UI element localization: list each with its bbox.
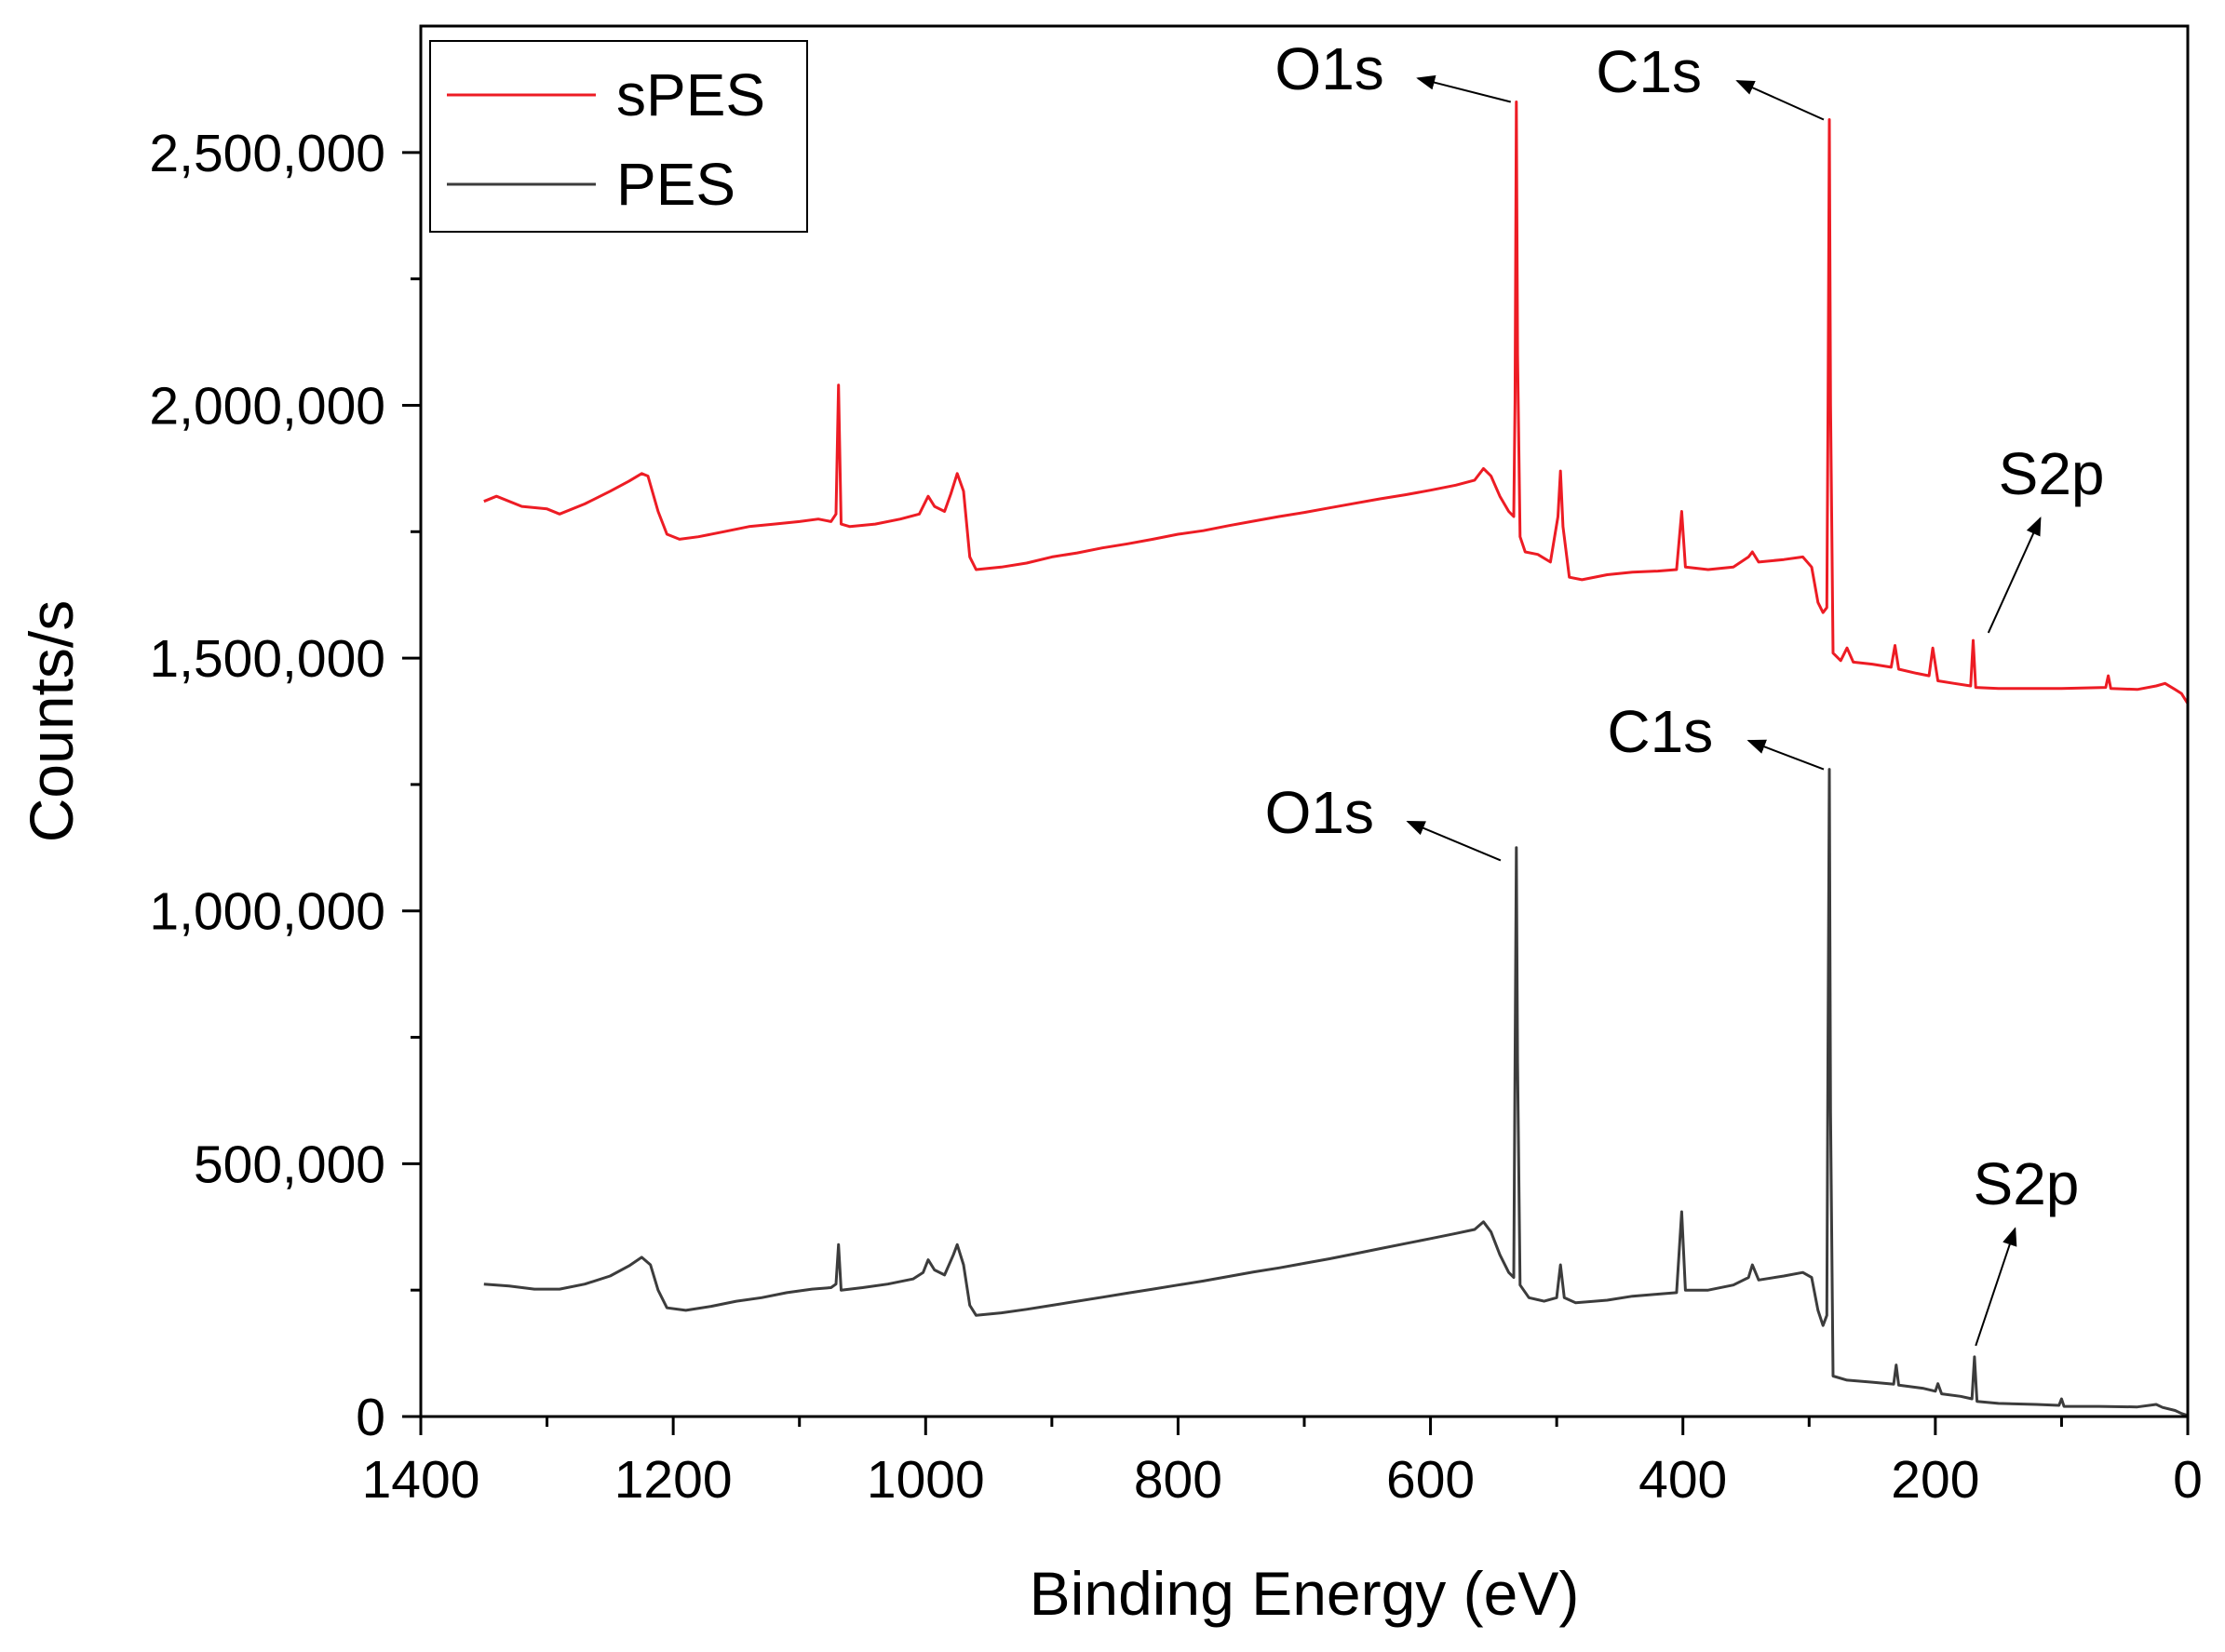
peak-label-s2p: S2p [1974,1150,2080,1217]
y-tick-label: 0 [356,1388,385,1447]
y-axis-title: Counts/s [17,600,86,842]
peak-label-s2p: S2p [1999,440,2105,507]
peak-arrow-c1s [1746,739,1825,771]
x-tick-label: 800 [1134,1450,1222,1510]
peak-label-c1s: C1s [1607,698,1713,765]
peak-arrow-c1s [1735,79,1825,121]
y-tick-label: 2,500,000 [149,124,385,183]
series-layer [483,101,2190,1417]
y-tick-label: 1,500,000 [149,629,385,689]
axes-layer: 1400 1200 1000 800 600 400 200 0 0 500,000 1,000,0… [149,124,2202,1510]
x-tick-label: 200 [1891,1450,1979,1510]
x-tick-label: 1200 [614,1450,733,1510]
legend-label-spes: sPES [616,61,765,128]
y-tick-label: 1,000,000 [149,882,385,942]
legend-box [429,40,808,233]
x-tick-label: 0 [2173,1450,2203,1510]
legend: sPES PES [429,40,808,233]
annotations-layer: O1s C1s S2p C1s O1s S2p [1265,35,2105,1347]
peak-arrow-s2p [1975,1227,2017,1347]
x-tick-label: 1400 [362,1450,480,1510]
peak-arrow-o1s [1406,820,1502,862]
y-tick-label: 2,000,000 [149,376,385,436]
legend-label-pes: PES [616,151,735,218]
y-tick-label: 500,000 [194,1135,385,1194]
plot-frame [419,24,2190,1418]
peak-label-c1s: C1s [1596,38,1702,105]
x-tick-label: 400 [1638,1450,1727,1510]
x-axis-title: Binding Energy (eV) [1030,1559,1580,1628]
series-line-spes [483,101,2190,705]
peak-label-o1s: O1s [1265,779,1374,846]
series-line-pes [483,768,2189,1417]
x-tick-label: 600 [1386,1450,1475,1510]
peak-arrow-o1s [1416,74,1512,103]
peak-arrow-s2p [1987,516,2042,634]
x-tick-label: 1000 [867,1450,985,1510]
peak-label-o1s: O1s [1274,35,1383,102]
